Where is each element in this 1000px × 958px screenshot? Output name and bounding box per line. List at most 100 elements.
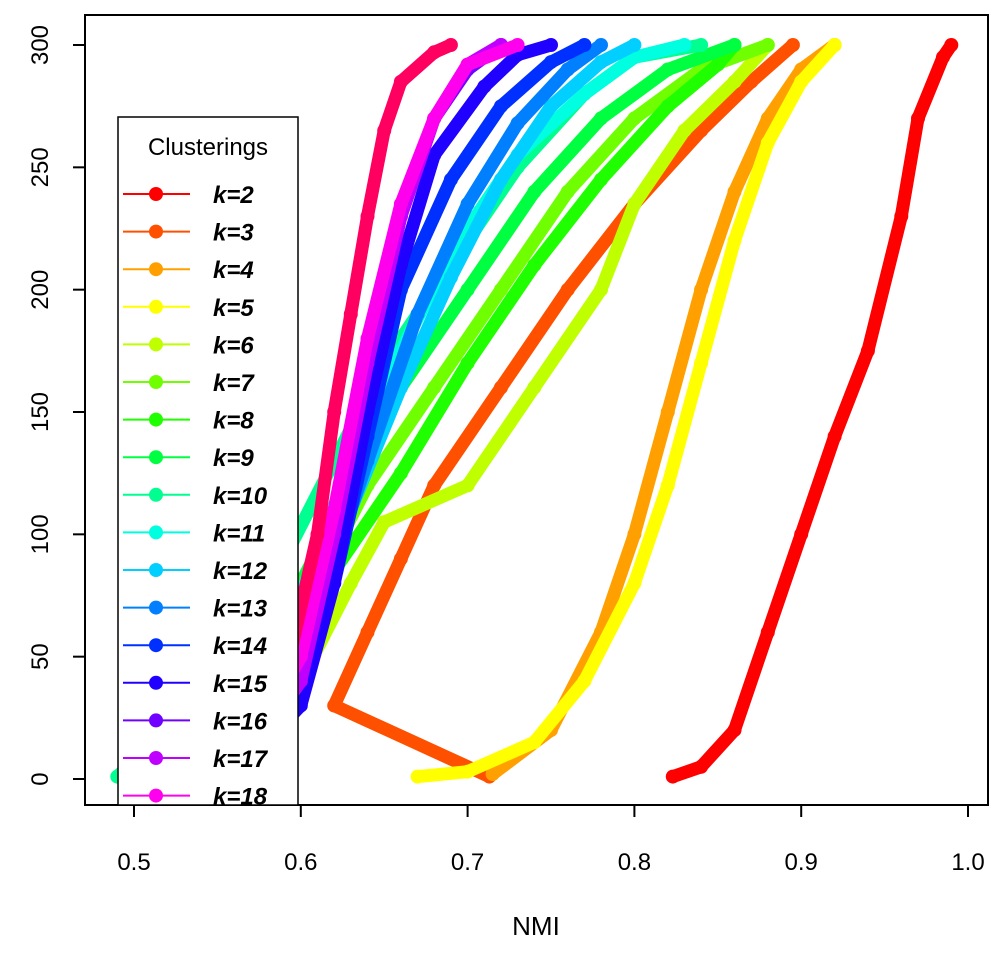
- data-point: [310, 527, 325, 542]
- data-point: [427, 380, 442, 395]
- data-point: [327, 405, 342, 419]
- series-k-5: [410, 38, 842, 784]
- data-point: [393, 551, 408, 566]
- data-point: [860, 343, 875, 358]
- data-point: [427, 111, 442, 126]
- legend-item: k=10: [123, 483, 268, 510]
- legend-swatch-dot: [149, 450, 163, 465]
- legend-item: k=17: [123, 746, 269, 773]
- data-point: [727, 38, 742, 52]
- data-point: [594, 172, 608, 187]
- legend-label: k=19: [213, 821, 268, 848]
- data-point: [460, 764, 475, 779]
- data-point: [710, 57, 725, 72]
- data-point: [694, 356, 709, 371]
- data-point: [794, 74, 809, 89]
- legend-swatch-dot: [149, 525, 163, 540]
- legend-item: k=12: [123, 558, 268, 585]
- legend-label: k=16: [213, 708, 268, 735]
- data-point: [327, 502, 342, 517]
- data-point: [944, 38, 959, 52]
- data-point: [410, 307, 425, 322]
- legend-label: k=9: [213, 445, 254, 472]
- data-point: [760, 38, 775, 52]
- data-point: [460, 282, 475, 297]
- data-point: [894, 209, 909, 224]
- legend-swatch-dot: [149, 638, 163, 653]
- data-point: [544, 55, 558, 70]
- data-point: [494, 172, 508, 187]
- data-point: [660, 405, 675, 419]
- data-point: [577, 38, 592, 52]
- data-point: [360, 331, 375, 346]
- legend-item: k=13: [123, 596, 268, 623]
- legend-label: k=13: [213, 596, 268, 623]
- data-point: [760, 111, 775, 126]
- legend-label: k=3: [213, 220, 254, 247]
- legend-swatch-dot: [149, 262, 163, 277]
- y-tick-label: 300: [27, 25, 54, 65]
- series-k-2: [665, 38, 959, 784]
- data-point: [327, 576, 342, 591]
- legend-label: k=17: [213, 746, 269, 773]
- legend-label: k=11: [213, 520, 265, 547]
- legend-swatch-dot: [149, 412, 163, 427]
- data-point: [577, 674, 592, 689]
- data-point: [393, 466, 408, 481]
- data-point: [527, 258, 542, 273]
- data-point: [627, 197, 642, 211]
- x-tick-label: 0.9: [785, 849, 818, 876]
- data-point: [727, 184, 742, 199]
- data-point: [660, 99, 675, 114]
- data-point: [460, 197, 475, 211]
- data-point: [443, 270, 458, 285]
- data-point: [677, 123, 692, 138]
- legend-label: k=18: [213, 784, 268, 811]
- data-point: [594, 38, 608, 52]
- y-tick-label: 150: [27, 392, 54, 432]
- data-point: [694, 38, 709, 52]
- data-point: [660, 62, 675, 77]
- x-tick-label: 0.6: [284, 849, 317, 876]
- legend-item: k=15: [123, 671, 268, 698]
- data-point: [827, 38, 842, 52]
- data-point: [460, 478, 475, 493]
- data-point: [665, 769, 680, 784]
- legend-title: Clusterings: [148, 134, 268, 161]
- data-point: [343, 307, 358, 322]
- legend-label: k=6: [213, 332, 254, 359]
- series-line: [666, 38, 958, 784]
- data-point: [510, 116, 525, 131]
- legend-item: k=7: [123, 370, 255, 397]
- legend-swatch-dot: [149, 375, 163, 389]
- data-point: [377, 123, 392, 138]
- data-point: [460, 57, 475, 72]
- data-point: [393, 258, 408, 273]
- x-tick-label: 0.5: [117, 849, 150, 876]
- data-point: [760, 625, 775, 640]
- data-point: [936, 50, 950, 65]
- data-point: [360, 209, 375, 224]
- y-tick-label: 50: [27, 643, 54, 670]
- series-line: [227, 38, 525, 784]
- y-tick-label: 0: [27, 772, 54, 785]
- data-point: [427, 478, 442, 493]
- x-tick-label: 1.0: [951, 849, 984, 876]
- legend-label: k=5: [213, 295, 254, 322]
- legend-item: k=16: [123, 708, 268, 735]
- legend-label: k=8: [213, 408, 254, 435]
- legend-item: k=5: [123, 295, 254, 322]
- data-point: [443, 172, 458, 187]
- y-tick-label: 250: [27, 147, 54, 187]
- data-point: [485, 767, 500, 782]
- data-point: [794, 527, 809, 542]
- legend-label: k=4: [213, 257, 254, 284]
- data-point: [577, 86, 592, 101]
- data-point: [427, 148, 442, 163]
- legend-swatch-dot: [149, 299, 163, 314]
- legend-item: k=19: [123, 821, 268, 848]
- data-point: [627, 111, 642, 126]
- legend-box: [117, 116, 299, 806]
- data-point: [694, 282, 709, 297]
